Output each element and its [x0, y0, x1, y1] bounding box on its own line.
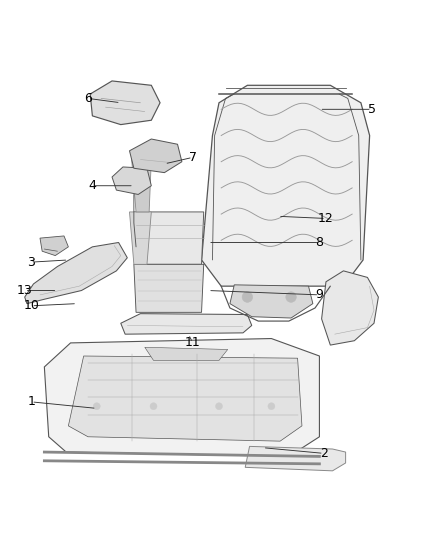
Polygon shape: [68, 356, 302, 441]
Text: 7: 7: [189, 151, 197, 164]
Text: 13: 13: [17, 284, 32, 297]
Text: 5: 5: [368, 103, 376, 116]
Circle shape: [242, 292, 253, 302]
Polygon shape: [201, 85, 370, 286]
Text: 2: 2: [320, 447, 328, 460]
Polygon shape: [134, 212, 204, 264]
Text: 4: 4: [88, 179, 96, 192]
Text: 8: 8: [315, 236, 323, 249]
Polygon shape: [145, 348, 228, 360]
Polygon shape: [132, 159, 151, 212]
Polygon shape: [130, 212, 151, 264]
Text: 1: 1: [27, 395, 35, 408]
Circle shape: [215, 403, 223, 410]
Polygon shape: [134, 264, 204, 312]
Text: 10: 10: [23, 300, 39, 312]
Circle shape: [150, 403, 157, 410]
Circle shape: [268, 403, 275, 410]
Polygon shape: [245, 446, 346, 471]
Polygon shape: [44, 338, 319, 456]
Polygon shape: [40, 236, 68, 256]
Text: 9: 9: [315, 288, 323, 301]
Polygon shape: [90, 81, 160, 125]
Polygon shape: [230, 285, 313, 318]
Circle shape: [286, 292, 296, 302]
Polygon shape: [121, 313, 252, 334]
Polygon shape: [130, 139, 182, 173]
Circle shape: [93, 403, 100, 410]
Polygon shape: [25, 243, 127, 304]
Text: 11: 11: [185, 336, 201, 350]
Text: 6: 6: [84, 92, 92, 105]
Polygon shape: [321, 271, 378, 345]
Text: 3: 3: [27, 256, 35, 269]
Polygon shape: [112, 167, 151, 195]
Text: 12: 12: [318, 212, 334, 225]
